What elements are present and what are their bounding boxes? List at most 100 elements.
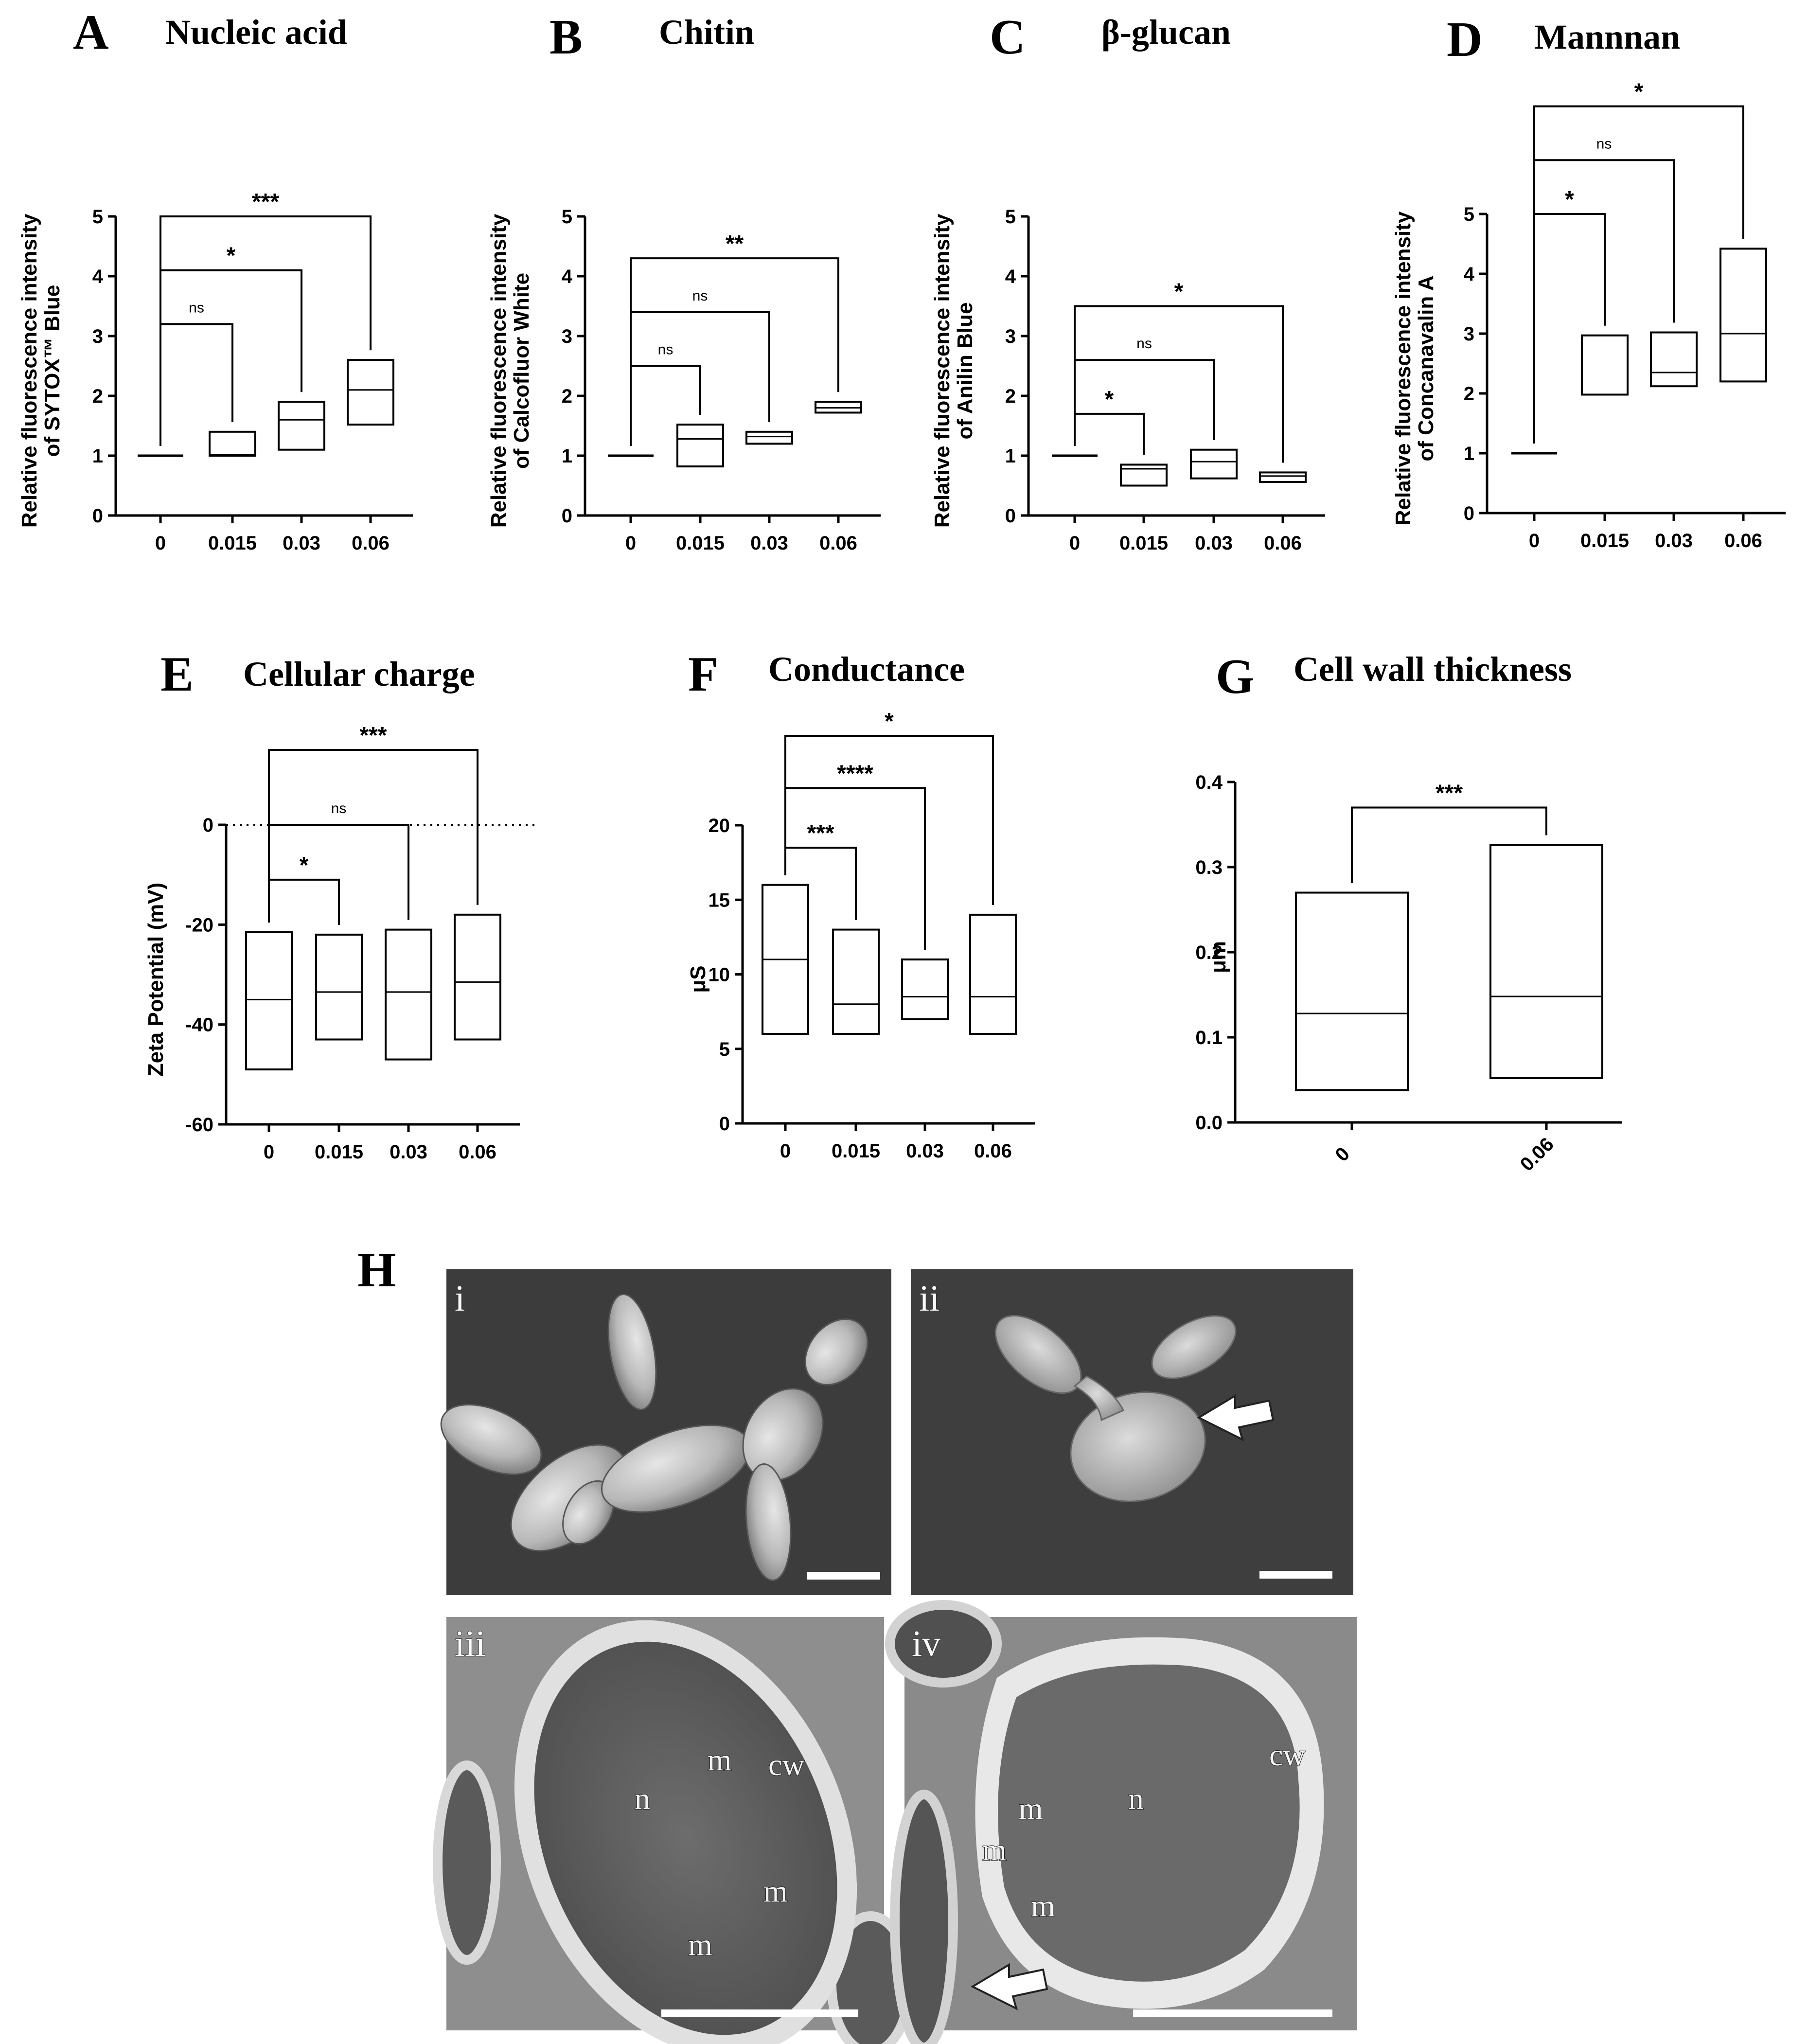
panel-letter-d: D (1447, 12, 1483, 67)
x-tick-label: 0.03 (1655, 530, 1693, 551)
y-tick-label: 0.3 (1195, 857, 1223, 878)
scale-bar (1259, 1571, 1332, 1579)
y-tick-label: 0 (203, 815, 213, 836)
y-tick-label: 4 (92, 266, 104, 287)
y-tick-label: 20 (709, 815, 730, 836)
significance-bracket (630, 365, 701, 446)
x-tick-label: 0 (155, 533, 166, 554)
panel-b-title: Chitin (659, 13, 754, 52)
micrograph-ii-label: ii (919, 1278, 939, 1319)
significance-label: *** (807, 820, 834, 846)
box-1 (1489, 844, 1603, 1079)
arrow-icon (1196, 1394, 1275, 1441)
scale-bar (807, 1572, 880, 1580)
significance-bracket (1074, 305, 1284, 463)
significance-label: *** (1436, 781, 1463, 806)
x-tick-label: 0.015 (832, 1140, 880, 1162)
micrograph-iii-label: iii (455, 1623, 485, 1664)
label-nucleus: n (635, 1781, 650, 1816)
y-tick-label: 4 (562, 266, 573, 287)
micrograph-i-label: i (455, 1278, 465, 1319)
y-tick-label: 1 (562, 445, 572, 467)
y-tick-label: 2 (1464, 383, 1474, 405)
y-axis-label: Relative fluorescence intensity (487, 213, 511, 528)
x-tick-label: 0.03 (906, 1140, 944, 1162)
significance-label: * (885, 709, 894, 734)
x-tick-label: 0 (1331, 1143, 1354, 1166)
y-axis-label: of Anilin Blue (953, 302, 977, 440)
box-1 (676, 424, 724, 468)
box-1 (832, 928, 880, 1035)
panel-letter-f: F (688, 647, 718, 702)
chart-cellular-charge: -60 -40 -20 0 0 0.015 0.03 0.06 * ns *** Zeta Poten… (144, 723, 539, 1163)
x-tick-label: 0 (1069, 533, 1080, 554)
significance-bracket (160, 323, 233, 446)
box-1 (1120, 463, 1168, 487)
panel-letter-b: B (549, 10, 583, 65)
box-2 (278, 401, 325, 451)
significance-label: ns (189, 300, 204, 316)
x-tick-label: 0.06 (1516, 1134, 1558, 1175)
significance-bracket (630, 257, 839, 446)
y-tick-label: 0.0 (1195, 1112, 1223, 1134)
label-mitochondria: m (982, 1832, 1007, 1867)
significance-label: * (1634, 79, 1644, 105)
label-cell-wall: cw (768, 1747, 805, 1782)
significance-bracket (160, 215, 372, 446)
x-tick-label: 0 (1529, 530, 1540, 551)
significance-label: ns (1596, 136, 1612, 152)
y-axis-label: of Calcofluor White (510, 273, 533, 469)
significance-label: * (1174, 279, 1184, 305)
y-tick-label: 5 (1005, 206, 1016, 228)
significance-label: * (1565, 187, 1574, 213)
panel-f-title: Conductance (768, 650, 965, 689)
significance-bracket (1533, 213, 1606, 444)
y-tick-label: 3 (562, 326, 572, 347)
x-tick-label: 0.03 (390, 1141, 427, 1163)
box-3 (969, 913, 1017, 1035)
significance-label: ns (658, 342, 674, 358)
panel-d-title: Mannnan (1534, 18, 1680, 56)
y-tick-label: 0.2 (1195, 942, 1223, 963)
y-tick-label: -20 (185, 914, 213, 936)
significance-bracket (1533, 105, 1744, 444)
x-tick-label: 0.06 (1724, 530, 1762, 551)
significance-label: **** (837, 761, 873, 786)
box-2 (1190, 448, 1238, 480)
y-tick-label: 0 (562, 505, 572, 527)
significance-bracket (784, 846, 857, 920)
label-mitochondria: m (1031, 1888, 1055, 1923)
y-tick-label: 15 (709, 889, 730, 911)
y-tick-label: 5 (562, 206, 572, 228)
significance-label: *** (252, 189, 279, 215)
box-1 (209, 430, 256, 457)
y-tick-label: 2 (562, 386, 572, 407)
micrograph-iv-label: iv (912, 1623, 940, 1664)
micrograph-ii: ii (911, 1269, 1353, 1595)
y-tick-label: 0 (92, 505, 103, 527)
y-tick-label: 1 (92, 445, 103, 467)
significance-label: ** (726, 231, 744, 257)
x-tick-label: 0 (625, 533, 636, 554)
box-3 (1259, 471, 1307, 483)
y-tick-label: 3 (92, 326, 103, 347)
x-tick-label: 0.015 (1580, 530, 1629, 551)
x-tick-label: 0.015 (676, 533, 725, 554)
box-0 (245, 931, 293, 1071)
x-tick-label: 0 (780, 1140, 791, 1162)
panel-e-title: Cellular charge (243, 655, 475, 693)
significance-label: ns (692, 288, 708, 304)
x-tick-label: 0.015 (315, 1141, 363, 1163)
box-3 (1719, 248, 1767, 383)
label-nucleus: n (1128, 1781, 1144, 1816)
y-tick-label: 10 (709, 964, 730, 986)
y-tick-label: -40 (185, 1014, 213, 1036)
y-axis-label: Zeta Potential (mV) (144, 883, 168, 1077)
panel-letter-h: H (357, 1243, 396, 1297)
y-tick-label: 0.4 (1195, 772, 1223, 793)
y-axis-label: Relative fluorescence intensity (18, 213, 41, 528)
x-tick-label: 0 (264, 1141, 274, 1163)
